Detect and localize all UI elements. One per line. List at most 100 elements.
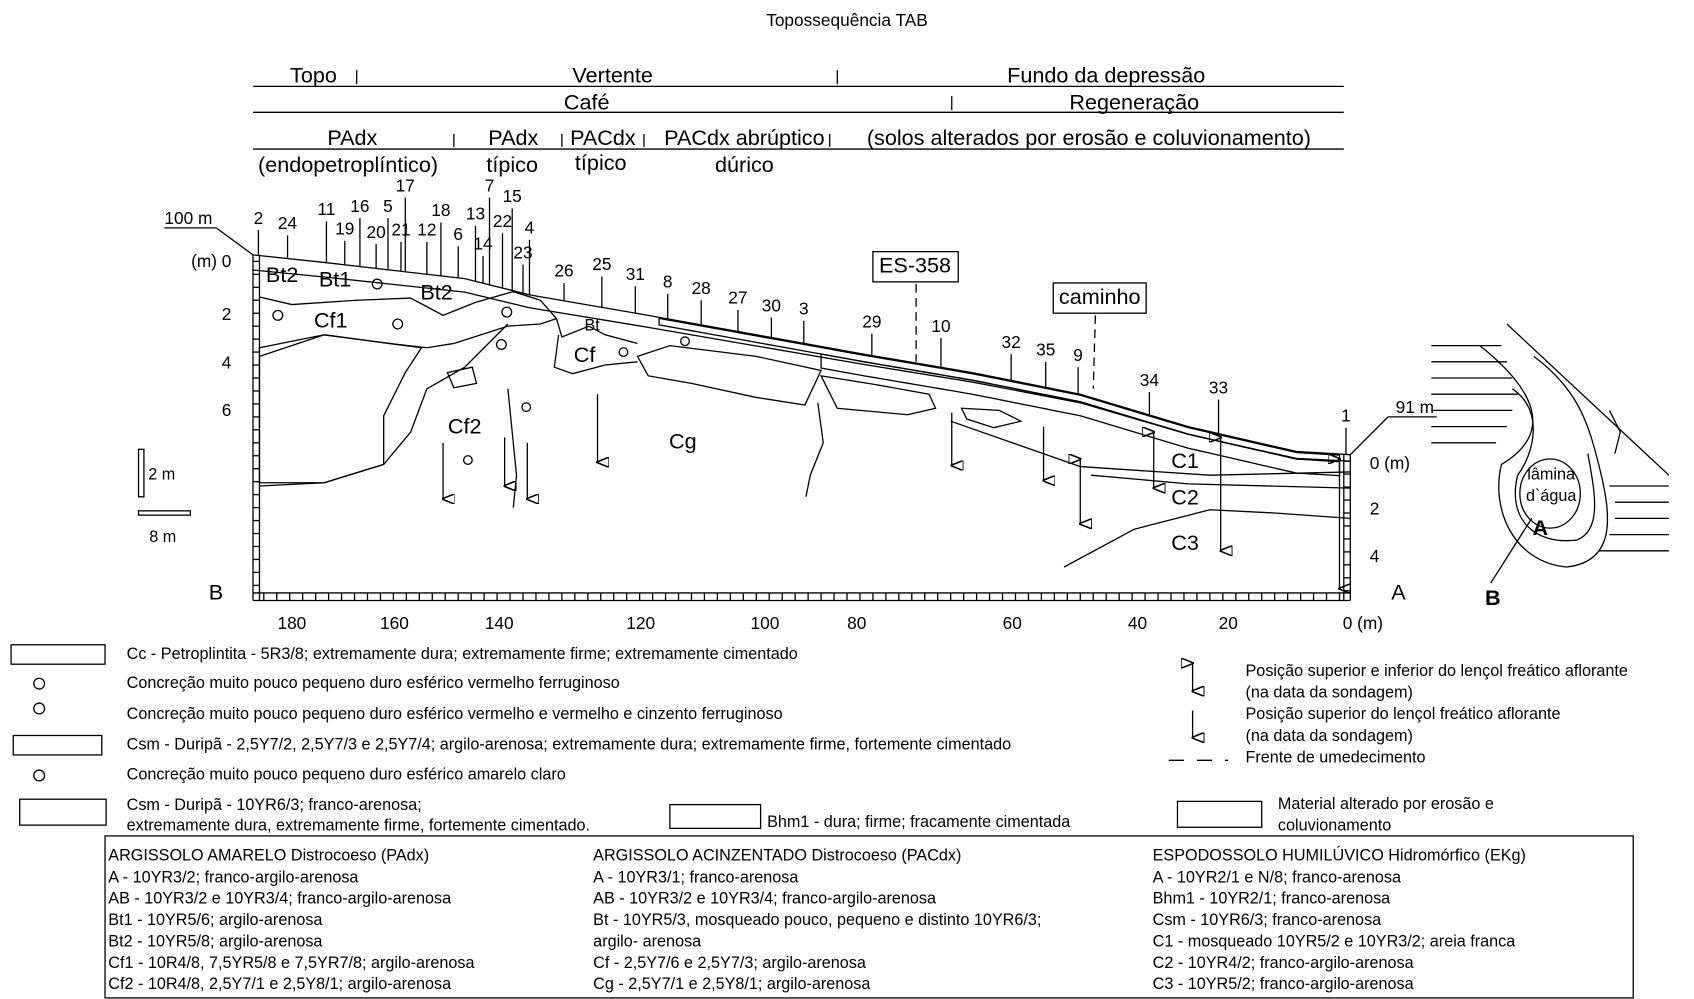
header: Topo Vertente Fundo da depressão Café Re… [253,62,1344,177]
distance-label: 40 [1128,613,1147,633]
distance-label: 0 (m) [1343,613,1383,633]
table-title: ARGISSOLO ACINZENTADO Distrocoeso (PACdx… [593,847,961,865]
horizon-label: C2 [1171,485,1199,510]
table-line: Csm - 10YR6/3; franco-arenosa [1153,911,1382,929]
borehole-label: 2 [254,208,264,228]
header-label: Regeneração [1069,89,1199,114]
table-line: AB - 10YR3/2 e 10YR3/4; franco-argilo-ar… [108,890,451,908]
table-line: Cf2 - 10R4/8, 2,5Y7/1 e 2,5Y8/1; argilo-… [108,975,451,993]
distance-label: 180 [277,613,306,633]
table-line: A - 10YR2/1 e N/8; franco-arenosa [1153,868,1401,886]
elevation-label: 91 m [1396,397,1434,417]
table-line: Cf1 - 10R4/8, 7,5YR5/8 e 7,5YR7/8; argil… [108,954,474,972]
distance-label: 60 [1003,613,1022,633]
legend-text: extremamente dura, extremamente firme, f… [127,816,590,834]
horizon-label: C1 [1171,448,1199,473]
horizon-label: Cf2 [448,413,482,438]
distance-label: 140 [485,613,514,633]
borehole-label: 1 [1341,405,1351,425]
distance-label: 160 [380,613,409,633]
depth-label: 0 (m) [1370,453,1410,473]
borehole-label: 10 [931,316,950,336]
distance-label: 120 [626,613,655,633]
borehole-label: 26 [554,261,573,281]
legend-text: Material alterado por erosão e [1278,795,1494,813]
borehole-label: 25 [592,254,611,274]
table-line: C1 - mosqueado 10YR5/2 e 10YR3/2; areia … [1153,932,1516,950]
borehole-label: 3 [799,299,809,319]
soil-label: PAdx [488,125,538,150]
borehole-label: 16 [350,196,369,216]
borehole-label: 20 [367,222,386,242]
table-title: ESPODOSSOLO HUMILÚVICO Hidromórfico (EKg… [1153,846,1526,865]
end-label: B [209,580,223,605]
borehole-label: 31 [626,264,645,284]
depth-label: 2 [1370,498,1380,518]
header-label: Vertente [572,62,652,87]
depth-label: 2 [222,304,232,324]
table-line: Bt1 - 10YR5/6; argilo-arenosa [108,911,322,929]
inset-label: d`água [1526,487,1576,505]
table-line: A - 10YR3/1; franco-arenosa [593,868,798,886]
diagram: Topossequência TAB Topo Vertente Fundo d… [0,0,1694,999]
table-line: Cf - 2,5Y7/6 e 2,5Y7/3; argilo-arenosa [593,954,866,972]
landmark-label: caminho [1059,284,1141,309]
borehole-label: 29 [862,311,881,331]
header-label: Café [564,89,610,114]
scale-label: 8 m [149,528,176,546]
borehole-label: 14 [473,234,493,254]
borehole-label: 18 [431,200,450,220]
borehole-label: 24 [278,213,298,233]
page: Topossequência TAB Topo Vertente Fundo d… [0,0,1694,999]
elevation-label: 100 m [164,208,212,228]
soil-label: PACdx [570,125,636,150]
table-line: Bt2 - 10YR5/8; argilo-arenosa [108,932,322,950]
borehole-label: 23 [513,242,532,262]
legend-text: coluvionamento [1278,816,1391,834]
borehole-label: 5 [383,196,393,216]
distance-label: 20 [1219,613,1238,633]
table-line: Bhm1 - 10YR2/1; franco-arenosa [1153,890,1391,908]
legend-text: (na data da sondagem) [1246,727,1413,745]
distance-label: 80 [847,613,866,633]
inset-point: B [1485,585,1501,610]
inset-point: A [1533,515,1549,540]
borehole-label: 34 [1140,370,1160,390]
inset-map [1431,324,1669,583]
distance-label: 100 [751,613,780,633]
borehole-label: 27 [728,288,747,308]
table-line: Cg - 2,5Y7/1 e 2,5Y8/1; argilo-arenosa [593,975,870,993]
table-line: C3 - 10YR5/2; franco-argilo-arenosa [1153,975,1414,993]
horizon-label: Cf [574,342,597,367]
borehole-label: 17 [396,175,415,195]
borehole-label: 9 [1073,345,1083,365]
legend-text: Posição superior do lençol freático aflo… [1246,705,1561,723]
legend-text: Bhm1 - dura; firme; fracamente cimentada [767,813,1070,831]
legend-text: Posição superior e inferior do lençol fr… [1246,662,1628,680]
borehole-label: 13 [466,203,485,223]
horizon-label: C3 [1171,530,1199,555]
borehole-label: 15 [503,186,522,206]
depth-label: 6 [222,400,232,420]
header-label: Topo [290,62,337,87]
landmark-label: ES-358 [879,252,951,277]
borehole-label: 32 [1002,332,1021,352]
borehole-label: 8 [663,272,673,292]
legend-text: Csm - Duripã - 10YR6/3; franco-arenosa; [127,796,422,814]
table-line: A - 10YR3/2; franco-argilo-arenosa [108,868,358,886]
borehole-label: 30 [762,295,781,315]
horizon-label: Bt2 [266,262,298,287]
legend-text: Csm - Duripã - 2,5Y7/2, 2,5Y7/3 e 2,5Y7/… [127,735,1011,753]
borehole-label: 33 [1209,377,1228,397]
legend-text: Cc - Petroplintita - 5R3/8; extremamente… [127,645,798,663]
soil-label: PAdx [327,125,377,150]
borehole-label: 4 [525,218,535,238]
horizon-label: Cg [669,429,697,454]
legend-text: Frente de umedecimento [1246,748,1426,766]
altered-material [659,318,1339,461]
borehole-label: 6 [453,224,463,244]
end-label: A [1391,580,1406,605]
table-line: argilo- arenosa [593,932,701,950]
soil-label: (solos alterados por erosão e coluvionam… [867,125,1311,150]
legend-text: Concreção muito pouco pequeno duro esfér… [127,674,620,692]
